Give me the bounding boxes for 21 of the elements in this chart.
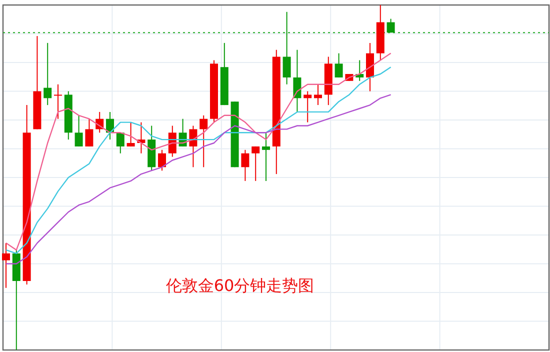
candlestick [44, 42, 52, 106]
candlestick [85, 118, 94, 147]
candlestick [262, 132, 270, 182]
candlestick [252, 146, 260, 182]
candlestick [116, 132, 124, 154]
candlestick [54, 84, 62, 120]
text: 伦敦金60分钟走势图 [166, 276, 314, 295]
candlestick [2, 242, 10, 288]
candlestick [282, 11, 291, 85]
candlestick [293, 49, 302, 112]
candlestick [189, 125, 198, 168]
candlestick [74, 114, 83, 147]
candlestick [304, 90, 312, 123]
candlestick [126, 122, 135, 147]
candlestick [168, 125, 176, 158]
candlestick [314, 84, 322, 106]
candlestick [386, 18, 395, 34]
candlestick [158, 149, 166, 172]
candlestick [334, 52, 343, 78]
candlestick [241, 149, 250, 182]
candlestick [200, 114, 208, 168]
